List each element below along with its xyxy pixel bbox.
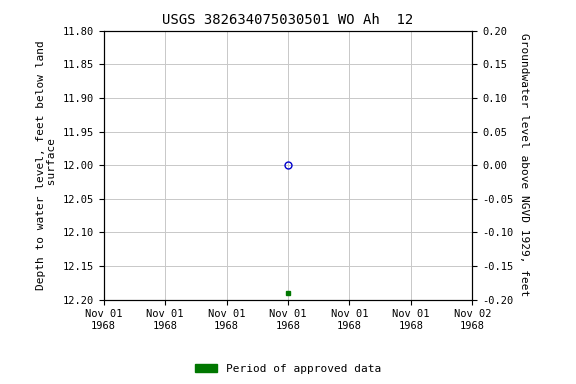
Title: USGS 382634075030501 WO Ah  12: USGS 382634075030501 WO Ah 12 (162, 13, 414, 27)
Y-axis label: Groundwater level above NGVD 1929, feet: Groundwater level above NGVD 1929, feet (519, 33, 529, 297)
Y-axis label: Depth to water level, feet below land
 surface: Depth to water level, feet below land su… (36, 40, 57, 290)
Legend: Period of approved data: Period of approved data (191, 359, 385, 379)
